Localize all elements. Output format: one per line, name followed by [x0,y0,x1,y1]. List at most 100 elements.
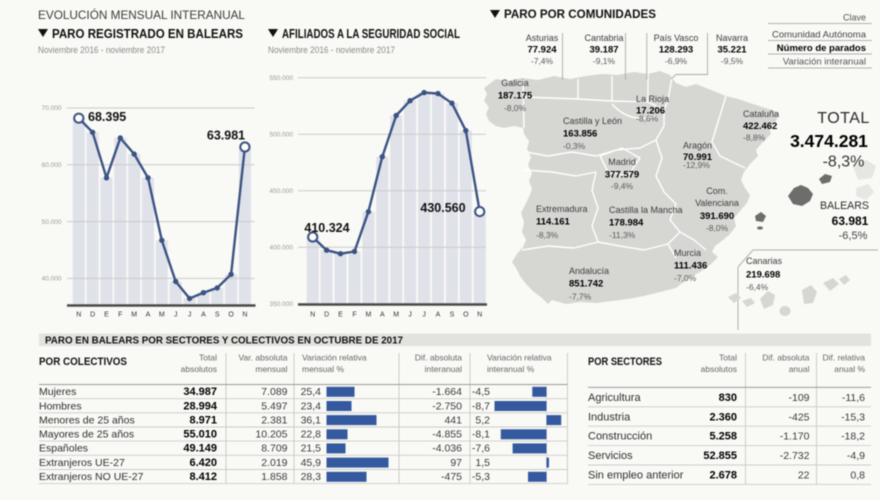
svg-text:PARO EN BALEARS POR SECTORES Y: PARO EN BALEARS POR SECTORES Y COLECTIVO… [45,336,403,347]
svg-text:25,4: 25,4 [301,386,322,398]
svg-text:-6,5%: -6,5% [839,230,868,242]
svg-text:Extranjeros NO UE-27: Extranjeros NO UE-27 [39,471,144,483]
svg-text:Variación interanual: Variación interanual [783,57,866,68]
svg-text:Var. absoluta: Var. absoluta [239,353,288,363]
svg-text:-11,6: -11,6 [842,392,865,404]
svg-text:E: E [338,312,343,319]
svg-text:Andalucía: Andalucía [569,266,609,276]
svg-text:28.994: 28.994 [183,400,218,412]
svg-text:-6,9%: -6,9% [665,56,688,66]
svg-text:TOTAL: TOTAL [817,110,870,127]
svg-text:Clave: Clave [843,13,866,23]
svg-text:-9,5%: -9,5% [721,56,744,66]
svg-text:2.678: 2.678 [709,470,737,482]
svg-text:A: A [146,312,151,319]
svg-text:Variación relativa: Variación relativa [302,353,367,363]
svg-text:anual %: anual % [834,364,865,374]
svg-text:F: F [118,312,122,319]
svg-text:22: 22 [798,470,810,482]
svg-text:D: D [324,312,329,319]
svg-text:POR SECTORES: POR SECTORES [588,356,662,368]
svg-text:Hombres: Hombres [39,400,82,412]
svg-text:Dif. relativa: Dif. relativa [822,353,865,363]
svg-text:mensual %: mensual % [302,364,344,374]
svg-text:111.436: 111.436 [674,261,707,272]
svg-text:Valenciana: Valenciana [695,198,739,208]
svg-text:Comunidad Autónoma: Comunidad Autónoma [772,30,867,41]
svg-text:absolutos: absolutos [701,364,737,374]
svg-text:178.984: 178.984 [609,218,644,229]
svg-text:441: 441 [444,414,462,426]
svg-text:-8,7: -8,7 [472,400,490,412]
svg-text:BALEARS: BALEARS [820,200,869,212]
svg-text:5,2: 5,2 [475,414,490,426]
svg-text:68.395: 68.395 [88,110,126,124]
svg-text:34.987: 34.987 [183,386,217,398]
svg-text:-7,0%: -7,0% [674,273,697,283]
svg-text:-4.036: -4.036 [432,443,462,455]
svg-text:-6,4%: -6,4% [746,282,769,292]
svg-text:La Rioja: La Rioja [636,94,669,104]
svg-text:-4.855: -4.855 [432,429,462,441]
svg-text:M: M [159,312,165,319]
svg-text:EVOLUCIÓN MENSUAL INTERANUAL: EVOLUCIÓN MENSUAL INTERANUAL [38,9,246,22]
svg-text:8.709: 8.709 [261,443,287,455]
svg-text:2.381: 2.381 [261,414,287,426]
svg-text:40.000: 40.000 [42,276,62,283]
svg-text:28,3: 28,3 [301,471,322,483]
svg-text:PARO POR COMUNIDADES: PARO POR COMUNIDADES [504,7,656,21]
svg-text:55.010: 55.010 [183,429,217,441]
svg-text:70.991: 70.991 [683,152,713,163]
svg-text:219.698: 219.698 [746,270,780,281]
svg-text:Asturias: Asturias [526,33,559,43]
svg-text:PARO REGISTRADO EN BALEARS: PARO REGISTRADO EN BALEARS [52,27,243,41]
svg-text:77.924: 77.924 [527,45,557,56]
svg-text:País Vasco: País Vasco [654,33,699,43]
svg-text:Canarias: Canarias [746,256,783,266]
svg-text:Murcia: Murcia [674,248,701,258]
svg-text:39.187: 39.187 [589,45,618,56]
svg-text:350.000: 350.000 [270,301,294,308]
svg-text:-2.732: -2.732 [780,450,810,462]
svg-text:-11,3%: -11,3% [609,230,636,240]
svg-text:Servicios: Servicios [588,450,633,462]
svg-text:-0,3%: -0,3% [563,141,586,151]
svg-text:450.000: 450.000 [270,188,294,195]
svg-text:-8,0%: -8,0% [504,103,527,113]
svg-text:851.742: 851.742 [569,279,603,290]
svg-text:422.462: 422.462 [743,121,777,132]
svg-text:-1.170: -1.170 [780,431,810,443]
svg-text:POR COLECTIVOS: POR COLECTIVOS [39,356,127,368]
svg-text:Dif. absoluta: Dif. absoluta [762,353,810,363]
svg-text:128.293: 128.293 [659,45,693,56]
svg-text:-1.664: -1.664 [432,386,462,398]
svg-text:22,8: 22,8 [301,429,322,441]
svg-text:Cataluña: Cataluña [743,109,779,119]
svg-text:Aragón: Aragón [683,141,712,151]
svg-text:Mujeres: Mujeres [39,386,76,398]
svg-text:17.206: 17.206 [636,106,665,117]
svg-text:430.560: 430.560 [420,201,465,215]
svg-text:J: J [408,312,412,319]
svg-text:550.000: 550.000 [270,75,294,82]
svg-text:Sin empleo anterior: Sin empleo anterior [588,470,684,482]
svg-text:O: O [228,312,234,319]
svg-text:Castilla y León: Castilla y León [563,116,622,126]
svg-text:1.858: 1.858 [261,471,287,483]
svg-text:Extremadura: Extremadura [536,204,588,214]
svg-text:Noviembre 2016 - noviembre 201: Noviembre 2016 - noviembre 2017 [38,45,165,56]
svg-text:Industria: Industria [588,411,631,423]
svg-text:M: M [131,312,137,319]
svg-text:5.258: 5.258 [709,431,737,443]
svg-text:163.856: 163.856 [563,129,597,140]
svg-text:Cantabria: Cantabria [584,33,623,43]
svg-text:-12,9%: -12,9% [683,160,710,170]
svg-text:8.971: 8.971 [189,414,217,426]
svg-text:-8,8%: -8,8% [743,133,766,143]
svg-text:114.161: 114.161 [536,217,571,228]
svg-text:Variación relativa: Variación relativa [487,353,552,363]
svg-text:Total: Total [199,353,217,363]
svg-text:8.412: 8.412 [189,471,217,483]
svg-text:-2.750: -2.750 [432,400,462,412]
svg-text:-9,1%: -9,1% [593,56,616,66]
